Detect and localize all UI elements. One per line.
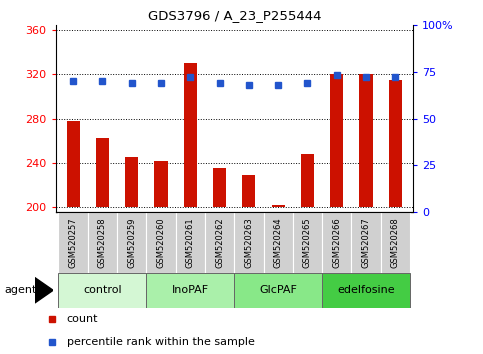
Text: GSM520268: GSM520268: [391, 217, 400, 268]
Text: count: count: [67, 314, 98, 325]
Polygon shape: [35, 278, 53, 303]
Text: GSM520258: GSM520258: [98, 217, 107, 268]
Bar: [58, 273, 146, 308]
Text: GSM520266: GSM520266: [332, 217, 341, 268]
Bar: [352, 212, 381, 273]
Bar: [234, 273, 322, 308]
Text: GSM520267: GSM520267: [362, 217, 370, 268]
Text: GSM520263: GSM520263: [244, 217, 254, 268]
Bar: [301, 154, 314, 207]
Bar: [242, 175, 256, 207]
Text: InoPAF: InoPAF: [172, 285, 209, 295]
Bar: [322, 212, 352, 273]
Bar: [67, 121, 80, 207]
Bar: [125, 157, 138, 207]
Text: control: control: [83, 285, 122, 295]
Text: edelfosine: edelfosine: [337, 285, 395, 295]
Text: GSM520259: GSM520259: [127, 217, 136, 268]
Bar: [264, 212, 293, 273]
Text: percentile rank within the sample: percentile rank within the sample: [67, 337, 255, 348]
Bar: [213, 168, 226, 207]
Text: GSM520264: GSM520264: [274, 217, 283, 268]
Bar: [330, 74, 343, 207]
Bar: [381, 212, 410, 273]
Bar: [205, 212, 234, 273]
Title: GDS3796 / A_23_P255444: GDS3796 / A_23_P255444: [147, 9, 321, 22]
Bar: [58, 212, 88, 273]
Bar: [146, 212, 176, 273]
Bar: [176, 212, 205, 273]
Bar: [322, 273, 410, 308]
Bar: [155, 160, 168, 207]
Bar: [271, 205, 285, 207]
Bar: [359, 74, 373, 207]
Bar: [88, 212, 117, 273]
Text: GSM520262: GSM520262: [215, 217, 224, 268]
Text: GlcPAF: GlcPAF: [259, 285, 297, 295]
Bar: [96, 138, 109, 207]
Text: GSM520261: GSM520261: [186, 217, 195, 268]
Bar: [389, 80, 402, 207]
Text: GSM520260: GSM520260: [156, 217, 166, 268]
Bar: [117, 212, 146, 273]
Bar: [234, 212, 264, 273]
Bar: [184, 63, 197, 207]
Text: GSM520265: GSM520265: [303, 217, 312, 268]
Text: agent: agent: [5, 285, 37, 295]
Bar: [293, 212, 322, 273]
Bar: [146, 273, 234, 308]
Text: GSM520257: GSM520257: [69, 217, 78, 268]
